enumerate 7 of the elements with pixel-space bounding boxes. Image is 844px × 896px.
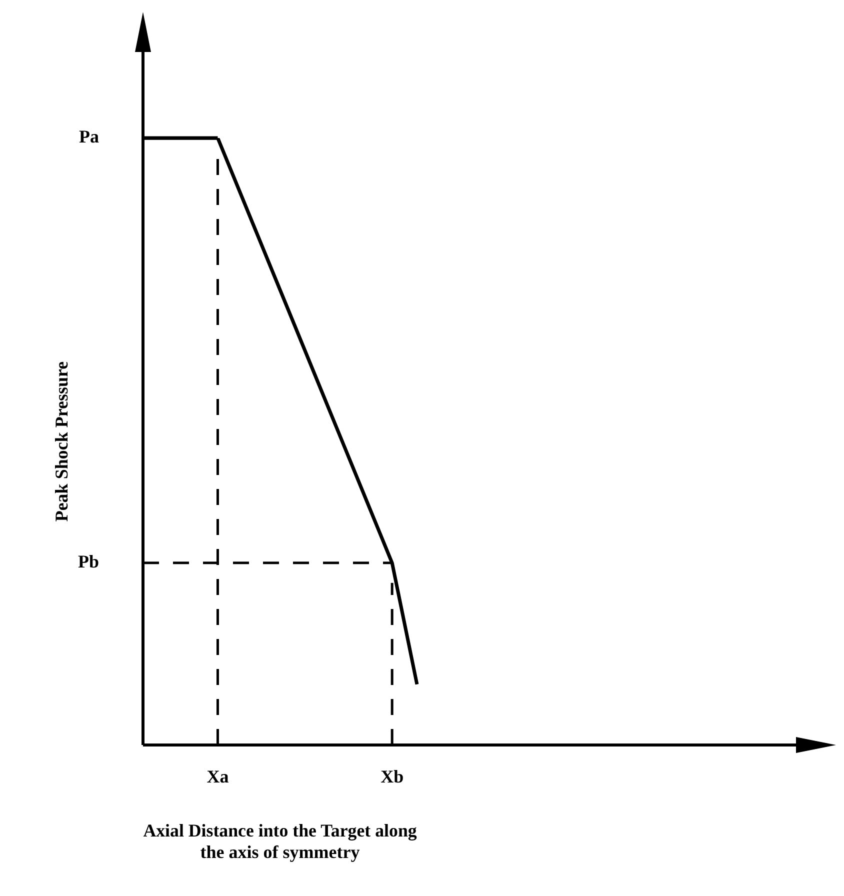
x-tick-label: Xb [380, 766, 404, 786]
text: the axis of symmetry [200, 842, 360, 862]
ref-line-label: Pb [78, 552, 99, 572]
y-axis-title: Peak Shock Pressure [51, 361, 72, 522]
x-tick-label: Xa [206, 766, 229, 786]
ref-line-label: Pa [79, 126, 99, 147]
text: Axial Distance into the Target along [143, 820, 417, 840]
